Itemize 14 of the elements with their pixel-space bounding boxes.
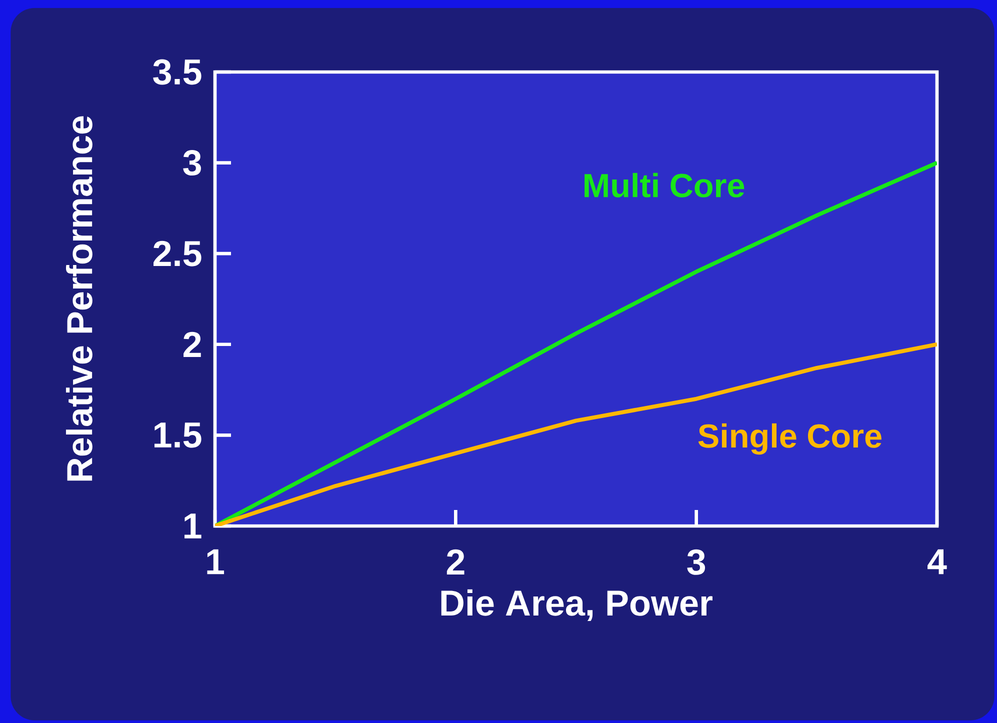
y-tick-label: 3	[183, 150, 201, 176]
y-axis-title: Relative Performance	[66, 116, 92, 481]
x-tick-label: 3	[687, 549, 706, 575]
x-tick-label: 4	[928, 549, 947, 574]
y-tick-label: 1	[184, 514, 202, 538]
y-tick-label: 2	[184, 332, 201, 357]
x-tick-label: 2	[446, 549, 464, 574]
x-tick-label: 1	[207, 549, 224, 574]
y-tick-label: 3.5	[153, 59, 202, 85]
x-axis-title: Die Area, Power	[441, 589, 712, 622]
series-label: Single Core	[698, 423, 882, 455]
y-tick-label: 2.5	[154, 240, 202, 266]
series-label: Multi Core	[584, 172, 744, 198]
y-tick-label: 1.5	[154, 422, 202, 448]
